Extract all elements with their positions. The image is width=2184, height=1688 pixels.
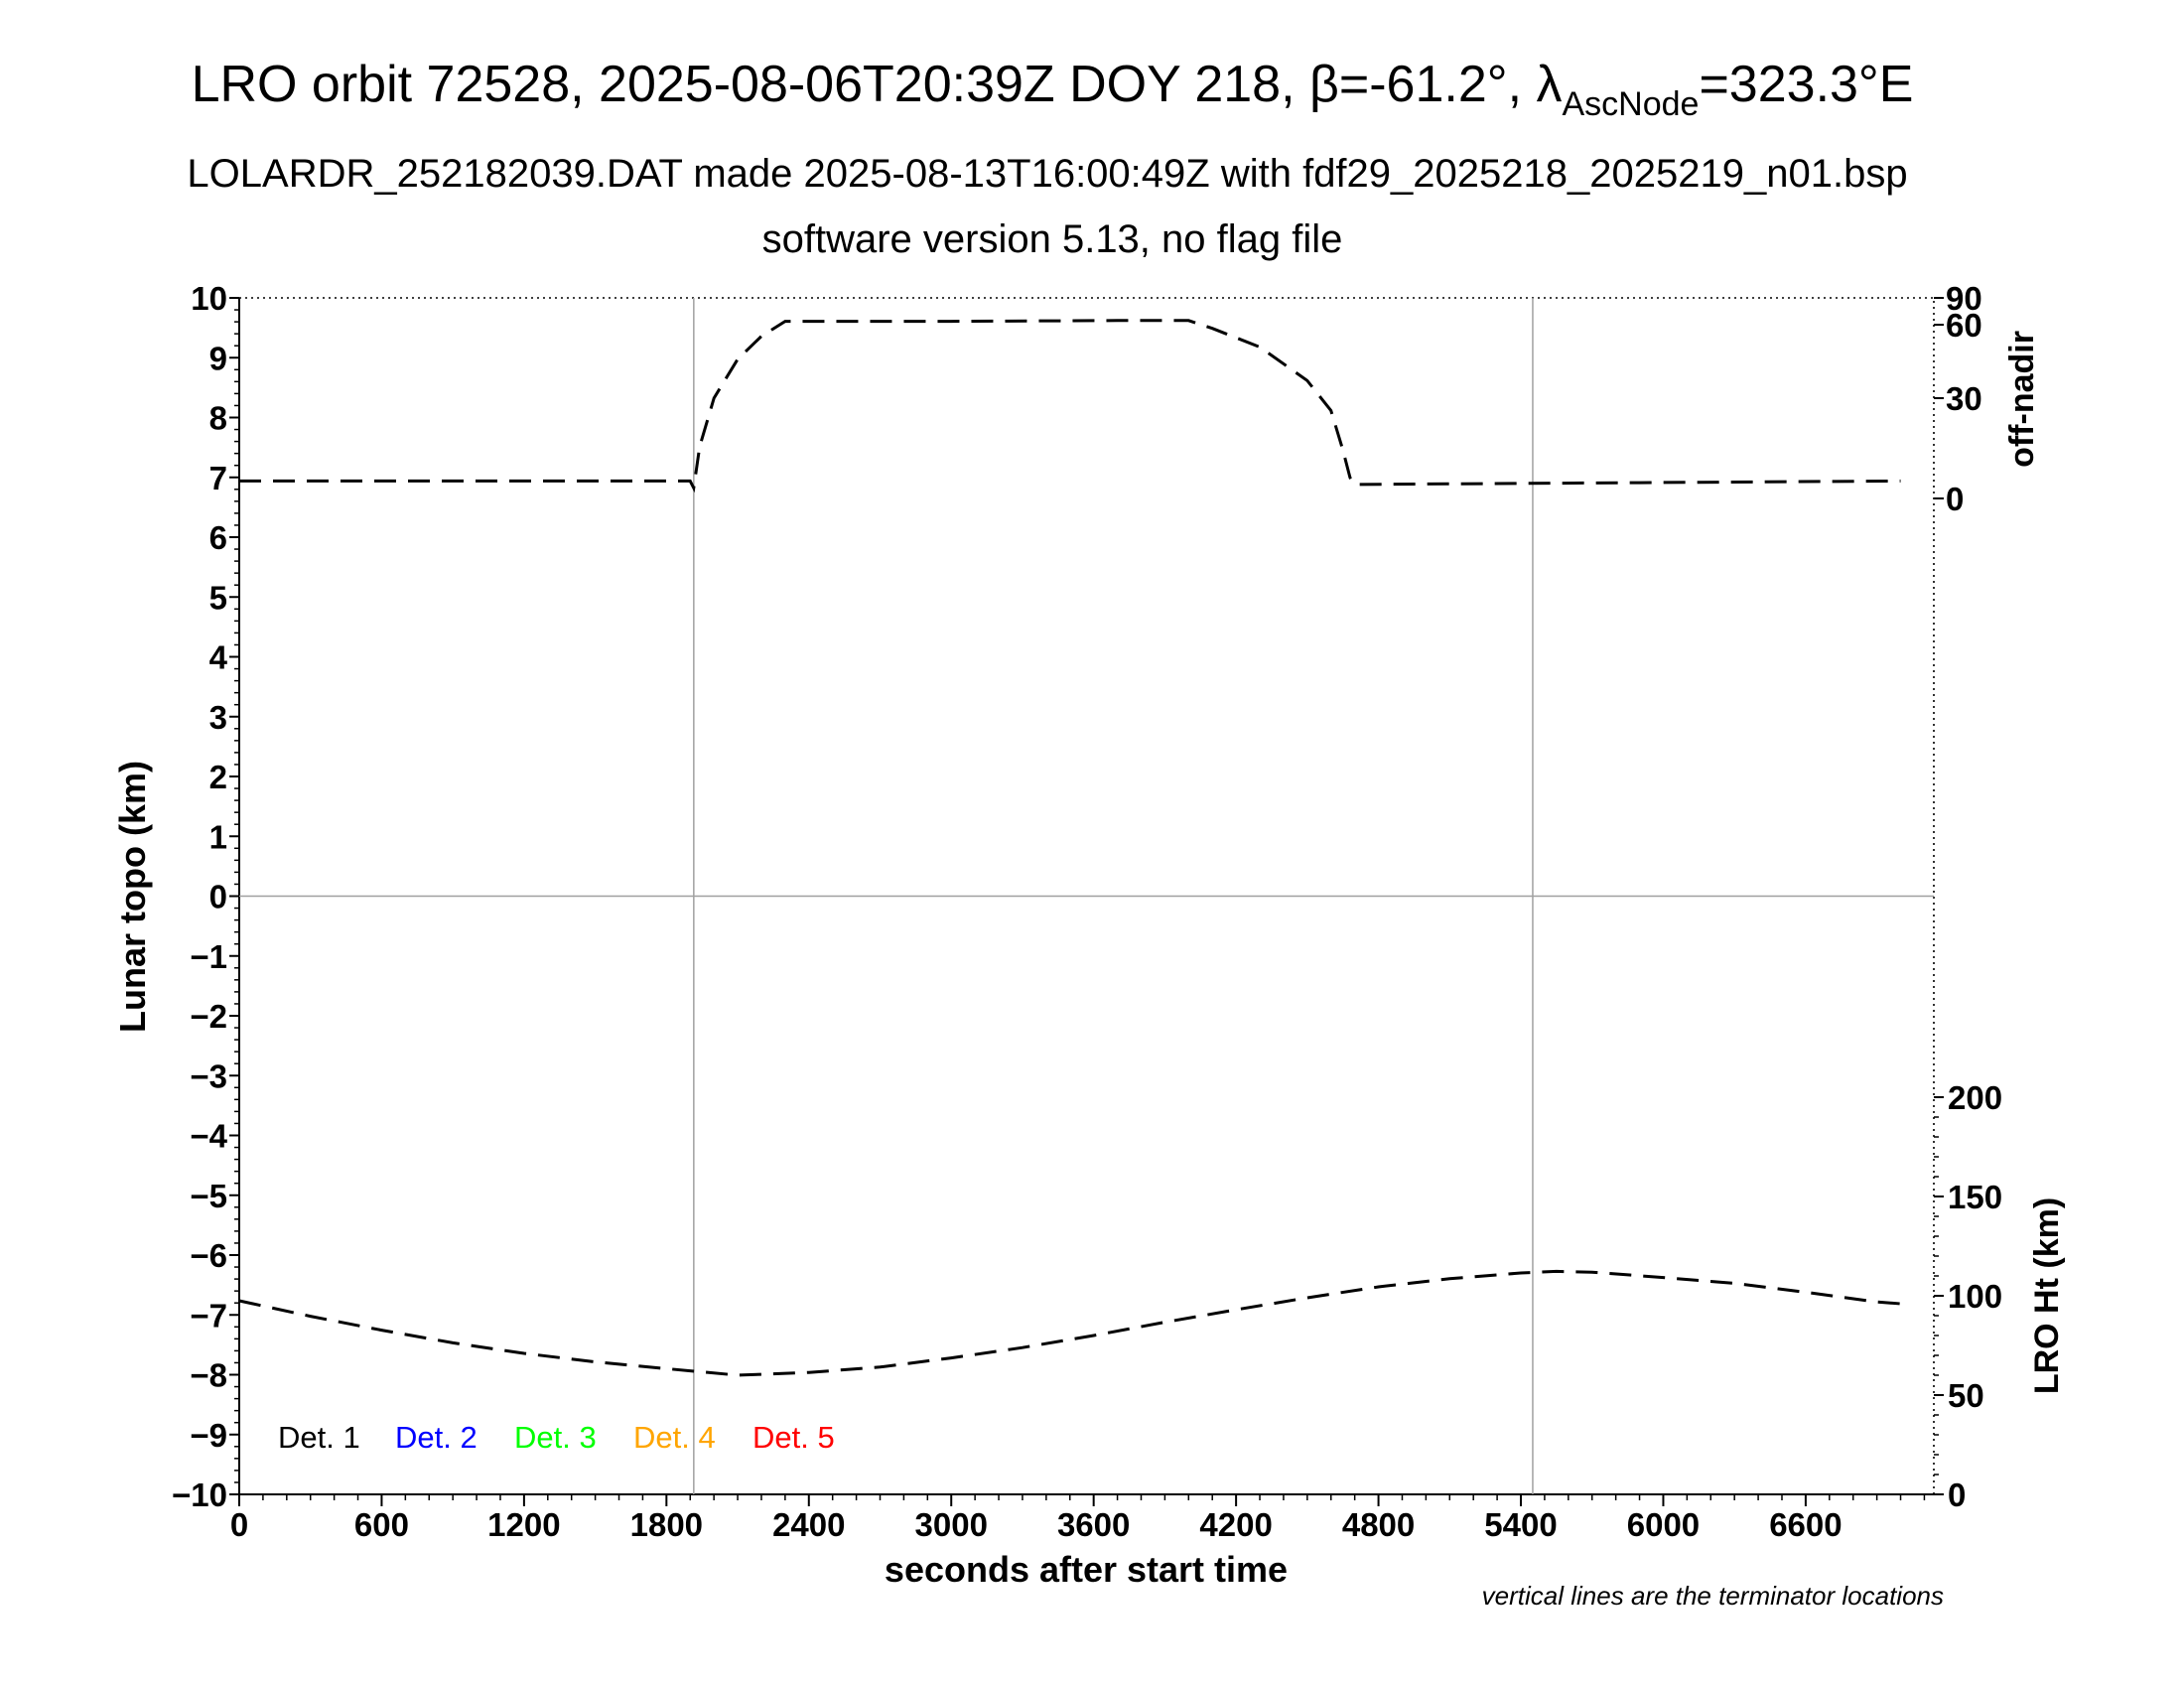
- y-tick-label: −2: [190, 998, 227, 1035]
- y-tick-label: 4: [209, 639, 228, 676]
- legend-det-2: Det. 2: [395, 1420, 478, 1455]
- y-tick-label: −6: [190, 1237, 227, 1274]
- y-tick-label: −4: [190, 1118, 227, 1155]
- x-tick-label: 6600: [1769, 1506, 1842, 1543]
- y-tick-label: −5: [190, 1178, 227, 1214]
- lro-ht-tick-label: 150: [1948, 1179, 2002, 1215]
- y-axis-label: Lunar topo (km): [112, 761, 153, 1033]
- chart-subtitle-1: LOLARDR_252182039.DAT made 2025-08-13T16…: [187, 152, 1907, 196]
- lro-height-series-line: [238, 1269, 1901, 1377]
- lro-ht-tick-label: 50: [1948, 1377, 1984, 1414]
- y-tick-label: 5: [209, 579, 227, 616]
- off-nadir-tick-label: 30: [1946, 380, 1982, 417]
- off-nadir-tick-label: 60: [1946, 307, 1982, 344]
- legend-det-3: Det. 3: [514, 1420, 597, 1455]
- y-tick-label: 8: [209, 400, 227, 437]
- x-axis-label: seconds after start time: [885, 1549, 1288, 1590]
- lro-ht-tick-label: 0: [1948, 1477, 1966, 1513]
- y-tick-label: 3: [209, 699, 227, 736]
- off-nadir-tick-label: 90: [1946, 280, 1982, 317]
- x-tick-label: 6000: [1627, 1506, 1700, 1543]
- legend-det-1: Det. 1: [278, 1420, 360, 1455]
- right-top-axis-label: off-nadir: [2003, 331, 2041, 468]
- x-tick-label: 4200: [1199, 1506, 1272, 1543]
- grid-layer: [239, 298, 1934, 1494]
- x-tick-label: 3600: [1057, 1506, 1130, 1543]
- y-tick-label: −1: [190, 938, 227, 975]
- legend-det-5: Det. 5: [752, 1420, 835, 1455]
- off-nadir-series-line: [239, 319, 1901, 493]
- chart-title: LRO orbit 72528, 2025-08-06T20:39Z DOY 2…: [192, 56, 1914, 123]
- y-tick-label: −8: [190, 1357, 227, 1394]
- y-tick-label: −9: [190, 1417, 227, 1454]
- right-bottom-axis-label: LRO Ht (km): [2028, 1197, 2066, 1394]
- y-tick-label: 6: [209, 519, 227, 556]
- off-nadir-tick-label: 0: [1946, 481, 1964, 517]
- footnote: vertical lines are the terminator locati…: [1482, 1581, 1944, 1611]
- y-tick-label: 10: [191, 280, 227, 317]
- chart-title-subscript: AscNode: [1562, 85, 1699, 123]
- x-tick-label: 600: [354, 1506, 409, 1543]
- x-tick-label: 2400: [772, 1506, 845, 1543]
- x-tick-label: 4800: [1342, 1506, 1415, 1543]
- x-tick-label: 5400: [1484, 1506, 1557, 1543]
- y-tick-label: 1: [209, 818, 227, 855]
- y-tick-label: 9: [209, 340, 227, 376]
- x-tick-label: 1200: [487, 1506, 560, 1543]
- lro-ht-tick-label: 100: [1948, 1278, 2002, 1315]
- y-tick-label: −7: [190, 1297, 227, 1334]
- x-tick-label: 0: [230, 1506, 248, 1543]
- series-layer: [238, 319, 1901, 1377]
- lro-ht-tick-label: 200: [1948, 1079, 2002, 1116]
- y-tick-label: −10: [172, 1477, 227, 1513]
- x-tick-label: 3000: [915, 1506, 988, 1543]
- chart-subtitle-2: software version 5.13, no flag file: [762, 217, 1343, 261]
- legend-det-4: Det. 4: [633, 1420, 716, 1455]
- legend: Det. 1 Det. 2 Det. 3 Det. 4 Det. 5: [278, 1420, 835, 1455]
- x-tick-label: 1800: [630, 1506, 703, 1543]
- y-tick-label: 0: [209, 879, 227, 915]
- y-tick-label: −3: [190, 1057, 227, 1094]
- y-tick-label: 7: [209, 460, 227, 496]
- y-tick-label: 2: [209, 759, 227, 795]
